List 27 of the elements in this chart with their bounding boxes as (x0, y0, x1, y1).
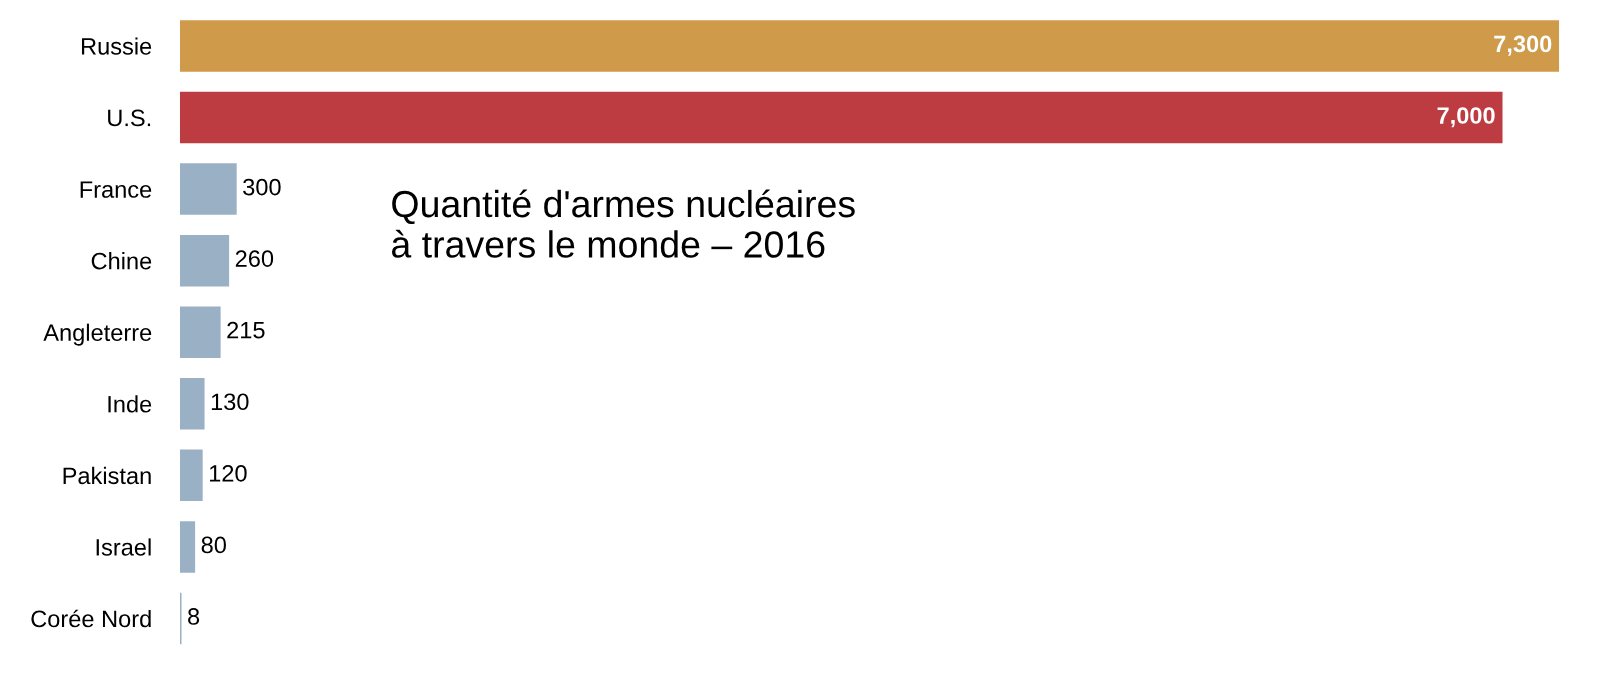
bar (180, 306, 221, 358)
data-label: 7,300 (1494, 35, 1552, 56)
y-tick-label: Inde (108, 395, 152, 413)
y-tick-label: Russie (81, 37, 152, 55)
y-tick-label: Corée Nord (31, 609, 151, 628)
data-label: 7,000 (1437, 107, 1495, 128)
data-label: 120 (209, 464, 247, 482)
bar (180, 449, 203, 502)
bar (180, 521, 196, 573)
bar (180, 234, 230, 287)
data-label: 8 (188, 608, 200, 625)
y-tick-label: U.S. (108, 109, 151, 127)
data-label: 260 (235, 250, 274, 267)
y-tick-label: Pakistan (63, 466, 151, 485)
text: Quantité d'armes nucléaires à travers le monde – 2016 (391, 189, 855, 258)
bar (180, 20, 1560, 72)
data-label: 130 (211, 393, 249, 411)
bar (180, 378, 205, 430)
y-tick-label: France (80, 181, 152, 198)
data-label: 215 (227, 321, 265, 339)
y-tick-label: Israel (96, 538, 151, 556)
y-tick-label: Angleterre (43, 323, 152, 346)
bar (180, 163, 237, 215)
bar (180, 91, 1503, 144)
y-tick-label: Chine (91, 252, 152, 270)
data-label: 80 (201, 536, 226, 554)
data-label: 300 (243, 178, 281, 196)
